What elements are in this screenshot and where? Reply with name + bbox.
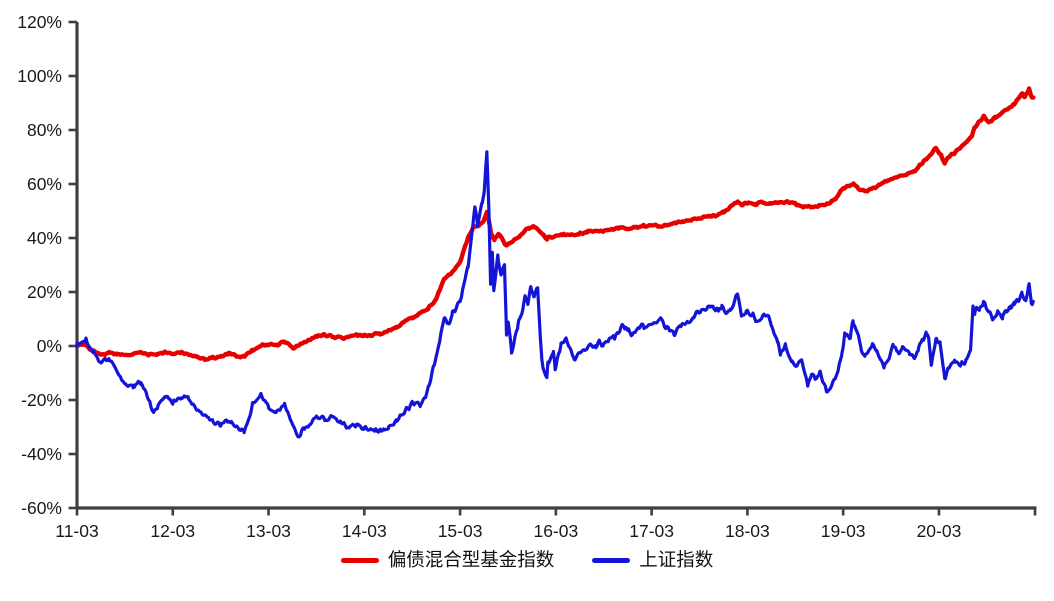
legend-item-fund-index: 偏债混合型基金指数 <box>340 549 555 570</box>
y-axis-tick-label: -40% <box>21 444 62 464</box>
x-axis-tick-label: 15-03 <box>438 521 483 541</box>
y-axis-tick-label: 100% <box>17 66 62 86</box>
y-axis-tick-label: 40% <box>27 228 62 248</box>
x-axis-tick-label: 19-03 <box>821 521 866 541</box>
x-axis-tick-label: 13-03 <box>246 521 291 541</box>
y-axis-tick-label: -60% <box>21 498 62 518</box>
fund-index-line-swatch <box>340 557 379 563</box>
x-axis-tick-label: 16-03 <box>533 521 578 541</box>
sse-index-legend-label: 上证指数 <box>639 549 714 570</box>
fund-index-series-line <box>74 86 1036 362</box>
y-axis-tick-label: -20% <box>21 390 62 410</box>
x-axis-tick-label: 11-03 <box>55 521 98 541</box>
sse-index-line-swatch <box>592 557 631 563</box>
y-axis-tick-label: 20% <box>27 282 62 302</box>
y-axis-tick-label: 60% <box>27 174 62 194</box>
y-axis-tick-label: 80% <box>27 120 62 140</box>
y-axis-tick-label: 0% <box>37 336 62 356</box>
fund-index-legend-label: 偏债混合型基金指数 <box>387 549 555 570</box>
x-axis-tick-label: 14-03 <box>342 521 387 541</box>
sse-index-series-line <box>75 150 1035 439</box>
legend: 偏债混合型基金指数 上证指数 <box>0 549 1054 570</box>
x-axis-tick-label: 12-03 <box>150 521 195 541</box>
x-axis-tick-label: 20-03 <box>917 521 962 541</box>
legend-item-sse-index: 上证指数 <box>592 549 714 570</box>
x-axis-tick-label: 17-03 <box>629 521 674 541</box>
y-axis-tick-label: 120% <box>17 12 62 32</box>
x-axis-tick-label: 18-03 <box>725 521 770 541</box>
